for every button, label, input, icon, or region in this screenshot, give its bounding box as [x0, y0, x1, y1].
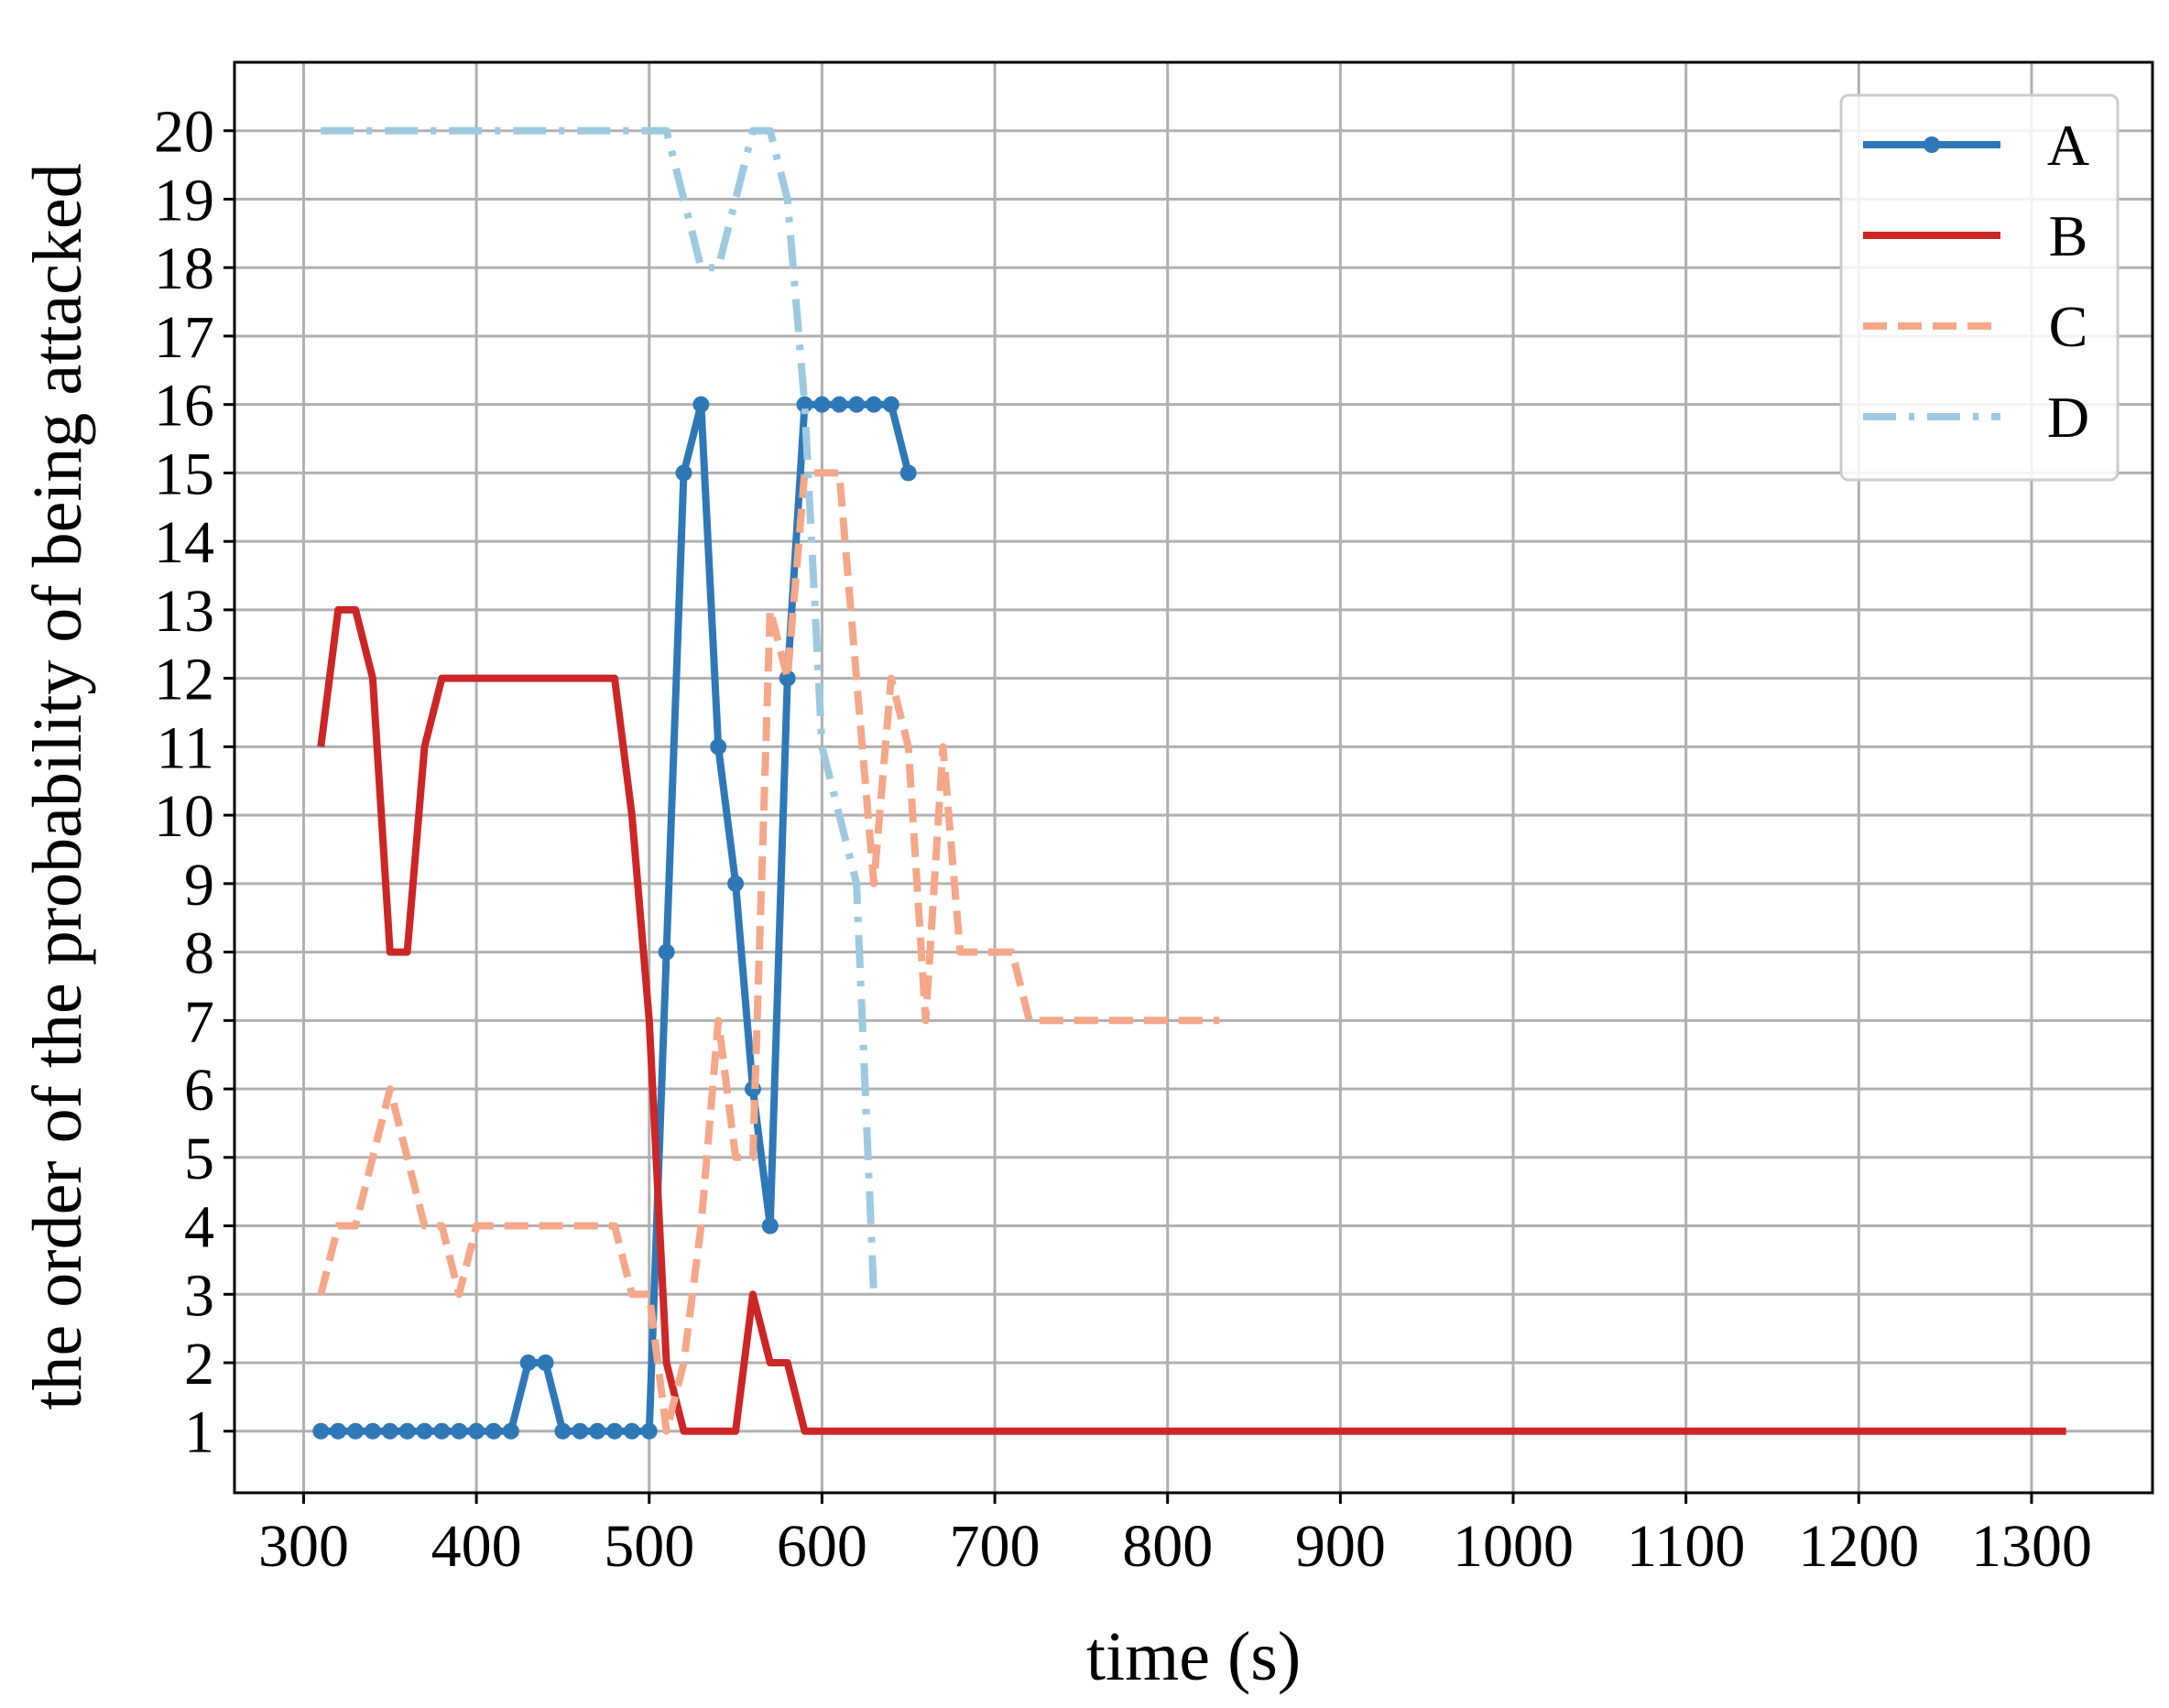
data-point-A: [675, 464, 692, 482]
data-point-A: [433, 1422, 451, 1440]
y-tick-label: 4: [184, 1194, 214, 1261]
data-point-A: [727, 875, 745, 892]
x-tick-label: 700: [950, 1513, 1041, 1580]
legend-label-A: A: [2047, 113, 2089, 178]
y-tick-label: 18: [154, 235, 214, 302]
y-tick-label: 10: [154, 783, 214, 850]
y-tick-label: 19: [154, 167, 214, 234]
y-tick-label: 14: [154, 509, 214, 576]
series-B: [317, 605, 2066, 1435]
plot-frame: [233, 60, 2154, 1495]
data-point-A: [330, 1422, 347, 1440]
y-axis-label: the order of the probability of being at…: [19, 163, 96, 1409]
data-point-A: [381, 1422, 398, 1440]
data-point-A: [831, 396, 848, 413]
data-point-A: [866, 396, 882, 413]
data-point-A: [572, 1422, 589, 1440]
data-point-A: [451, 1422, 468, 1440]
data-point-A: [537, 1354, 554, 1371]
x-tick-label: 400: [431, 1513, 522, 1580]
y-tick-label: 2: [184, 1331, 214, 1398]
series-C: [317, 469, 1220, 1435]
x-tick-label: 500: [604, 1513, 694, 1580]
data-point-A: [882, 396, 899, 413]
data-point-A: [502, 1422, 519, 1440]
grid: [234, 62, 2153, 1493]
legend-box: [1839, 93, 2120, 482]
x-tick-label: 1200: [1798, 1513, 1919, 1580]
data-point-A: [899, 464, 917, 482]
legend-marker-A: [1924, 136, 1940, 153]
legend-label-B: B: [2049, 203, 2088, 268]
data-point-A: [468, 1422, 485, 1440]
data-point-A: [692, 396, 710, 413]
y-tick-label: 7: [184, 988, 214, 1055]
x-tick-label: 900: [1295, 1513, 1386, 1580]
data-point-A: [813, 396, 831, 413]
y-tick-label: 1: [184, 1399, 214, 1466]
y-tick-label: 15: [154, 441, 214, 507]
series-A: [312, 396, 917, 1440]
y-tick-label: 5: [184, 1126, 214, 1192]
data-point-A: [485, 1422, 502, 1440]
x-tick-label: 300: [258, 1513, 349, 1580]
series-line-D: [321, 126, 877, 1295]
x-tick-label: 600: [777, 1513, 867, 1580]
x-tick-label: 1100: [1627, 1513, 1746, 1580]
data-point-A: [848, 396, 866, 413]
data-point-A: [416, 1422, 433, 1440]
data-point-A: [364, 1422, 381, 1440]
legend-label-D: D: [2047, 385, 2089, 450]
data-point-A: [796, 396, 813, 413]
y-tick-label: 8: [184, 920, 214, 987]
data-point-A: [623, 1422, 640, 1440]
data-point-A: [312, 1422, 330, 1440]
x-tick-label: 1300: [1971, 1513, 2092, 1580]
series-line-B: [317, 605, 2066, 1435]
y-tick-label: 6: [184, 1057, 214, 1124]
series-group: [312, 126, 2066, 1440]
data-point-A: [658, 943, 675, 961]
data-point-A: [640, 1422, 658, 1440]
y-tick-label: 11: [156, 714, 214, 781]
data-point-A: [554, 1422, 572, 1440]
series-D: [321, 126, 877, 1295]
y-tick-label: 12: [154, 647, 214, 713]
y-tick-label: 20: [154, 99, 214, 166]
data-point-A: [589, 1422, 606, 1440]
data-point-A: [606, 1422, 624, 1440]
y-tick-label: 9: [184, 852, 214, 919]
series-line-C: [317, 469, 1220, 1435]
data-point-A: [761, 1217, 779, 1235]
y-tick-label: 16: [154, 373, 214, 440]
data-point-A: [710, 738, 727, 756]
x-tick-label: 1000: [1453, 1513, 1574, 1580]
x-axis-label: time (s): [1086, 1618, 1301, 1695]
x-tick-label: 800: [1122, 1513, 1213, 1580]
ticks: 300 400 500 600 700 800 900 1000 1100 1200 1300123…: [154, 99, 2092, 1580]
legend-label-C: C: [2049, 294, 2088, 359]
data-point-A: [519, 1354, 537, 1371]
y-tick-label: 17: [154, 304, 214, 371]
y-tick-label: 3: [184, 1262, 214, 1329]
data-point-A: [398, 1422, 416, 1440]
y-tick-label: 13: [154, 578, 214, 645]
data-point-A: [347, 1422, 365, 1440]
